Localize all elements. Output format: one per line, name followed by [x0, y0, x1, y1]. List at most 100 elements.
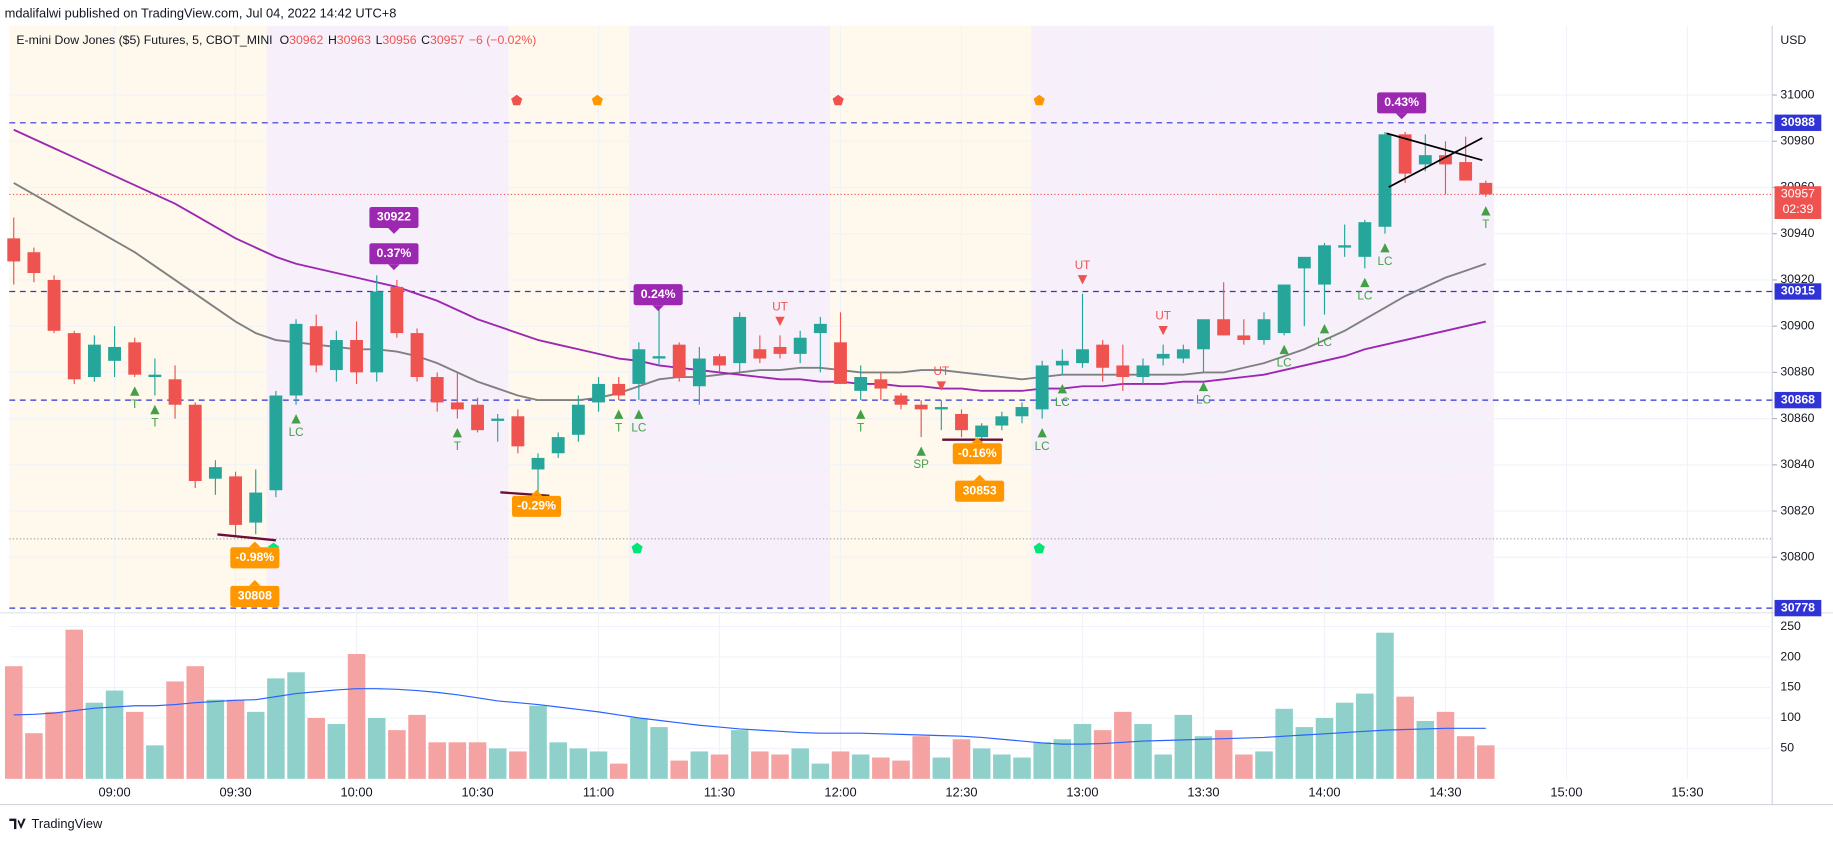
- candle-body: [1015, 407, 1029, 417]
- volume-bar: [226, 699, 245, 779]
- signal-label: SP: [913, 458, 929, 471]
- y-tick-label: 30860: [1780, 411, 1814, 425]
- y-tick-label: 31000: [1780, 87, 1814, 101]
- candle-body: [208, 467, 222, 479]
- volume-bar: [4, 666, 23, 779]
- volume-bar: [468, 742, 487, 779]
- candle-body: [390, 286, 404, 334]
- volume-bar: [307, 717, 325, 779]
- candle-body: [67, 333, 81, 380]
- volume-bar: [549, 742, 567, 779]
- x-tick-label: 13:00: [1066, 784, 1098, 799]
- x-tick-label: 12:00: [824, 784, 856, 799]
- volume-bar: [1255, 751, 1273, 779]
- ma-line: [13, 688, 1486, 745]
- signal-marker: [291, 414, 301, 424]
- annotation-box: [955, 480, 1005, 502]
- wedge-line: [1388, 137, 1483, 188]
- volume-bar: [448, 742, 467, 779]
- candle-body: [1156, 353, 1170, 359]
- volume-bar: [892, 760, 910, 779]
- signal-label: LC: [1277, 357, 1292, 370]
- volume-bar: [1073, 724, 1092, 779]
- signal-label: LC: [1035, 440, 1050, 453]
- legend-value: 30962: [289, 33, 323, 47]
- volume-bar: [811, 763, 830, 779]
- volume-bar: [872, 757, 890, 779]
- annotation-label: 0.43%: [1384, 95, 1419, 109]
- volume-bar: [25, 733, 43, 779]
- volume-bar: [1013, 757, 1031, 779]
- ma-line: [13, 128, 1487, 392]
- level-label-box: [1774, 391, 1822, 409]
- signal-marker: [775, 316, 785, 327]
- candle-body: [249, 492, 263, 523]
- candle-body: [1378, 134, 1392, 227]
- volume-bar: [1235, 754, 1253, 779]
- volume-tick-label: 200: [1780, 649, 1801, 663]
- legend-value: 30963: [337, 33, 371, 47]
- candle-body: [1439, 155, 1452, 165]
- signal-label: LC: [1357, 290, 1372, 303]
- volume-bar: [952, 739, 971, 779]
- volume-bar: [1134, 724, 1152, 779]
- candle-body: [1176, 349, 1190, 359]
- candle-body: [188, 404, 202, 482]
- volume-bar: [1356, 693, 1374, 779]
- signal-marker: [1198, 381, 1209, 392]
- axis-unit: USD: [1780, 33, 1806, 47]
- volume-bar: [1477, 745, 1495, 779]
- signal-marker: [150, 404, 160, 415]
- candle-body: [813, 323, 827, 334]
- candle-body: [1076, 349, 1089, 364]
- session-marker: [511, 94, 523, 106]
- volume-bar: [1396, 696, 1414, 779]
- candle-body: [329, 340, 343, 371]
- volume-bar: [1376, 632, 1394, 779]
- level-label: 30988: [1781, 115, 1815, 129]
- candle-body: [672, 344, 686, 378]
- wedge-line: [1386, 132, 1483, 162]
- candle-body: [632, 349, 646, 384]
- countdown: 02:39: [1783, 202, 1814, 216]
- volume-bar: [488, 748, 507, 779]
- x-tick-label: 11:30: [704, 784, 735, 799]
- candle-body: [1116, 365, 1130, 378]
- candle-body: [753, 349, 767, 359]
- candle-body: [269, 395, 283, 491]
- candle-body: [1418, 155, 1432, 165]
- candle-body: [592, 383, 605, 403]
- candle-body: [370, 291, 384, 373]
- signal-marker: [936, 381, 947, 391]
- candle-body: [1035, 365, 1049, 410]
- volume-bar: [771, 754, 789, 779]
- candle-body: [1096, 344, 1110, 368]
- volume-bar: [267, 678, 285, 779]
- volume-bar: [1214, 730, 1233, 779]
- signal-label: T: [454, 440, 461, 453]
- volume-bar: [1053, 739, 1072, 779]
- y-tick-label: 30980: [1780, 134, 1814, 148]
- publish-info: mdalifalwi published on TradingView.com,…: [5, 5, 397, 20]
- annotation-pointer: [388, 228, 400, 234]
- signal-label: T: [151, 417, 158, 430]
- x-tick-label: 09:30: [219, 784, 251, 799]
- volume-bar: [367, 717, 386, 779]
- legend-key: L: [376, 33, 383, 47]
- volume-bar: [509, 751, 527, 779]
- y-tick-label: 30940: [1780, 226, 1814, 240]
- annotation-pointer: [971, 437, 984, 444]
- signal-label: LC: [1196, 394, 1211, 407]
- annotation-box: [230, 547, 280, 569]
- x-tick-label: 09:00: [98, 784, 130, 799]
- y-tick-label: 30920: [1780, 272, 1814, 286]
- signal-marker: [130, 386, 140, 396]
- signal-marker: [1481, 206, 1491, 216]
- volume-bar: [1154, 754, 1172, 779]
- x-tick-label: 11:00: [583, 784, 614, 799]
- volume-bar: [1456, 736, 1475, 779]
- annotation-label: 30808: [238, 589, 272, 603]
- candle-body: [309, 326, 323, 366]
- candle-body: [894, 395, 908, 405]
